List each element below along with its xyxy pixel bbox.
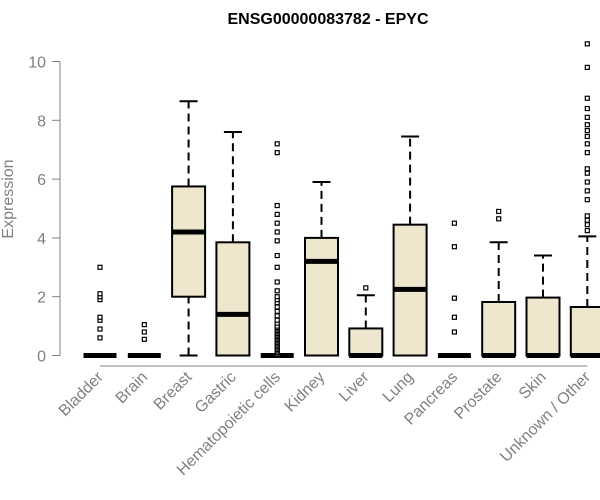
y-tick-label: 10 xyxy=(28,55,46,72)
y-tick-label: 8 xyxy=(37,113,46,130)
x-tick-label: Liver xyxy=(336,368,373,405)
axes-layer: 0 2 4 6 8 10 xyxy=(28,55,588,367)
outlier-point xyxy=(584,64,590,70)
outlier-point xyxy=(363,285,369,291)
outlier-point xyxy=(584,197,590,203)
box-group xyxy=(481,208,517,358)
outlier-point xyxy=(141,336,147,342)
outlier-point xyxy=(584,141,590,147)
boxes-layer xyxy=(83,41,600,358)
outlier-point xyxy=(584,188,590,194)
outlier-point xyxy=(97,291,103,297)
x-tick-label: Bladder xyxy=(56,368,107,419)
outlier-point xyxy=(496,208,502,215)
x-tick-label: Prostate xyxy=(451,369,505,423)
outlier-point xyxy=(274,294,280,300)
outlier-point xyxy=(584,227,590,234)
outlier-point xyxy=(451,295,457,301)
chart-title: ENSG00000083782 - EPYC xyxy=(227,11,428,28)
outlier-point xyxy=(274,141,280,147)
outlier-point xyxy=(274,304,280,310)
box-group xyxy=(392,135,428,357)
outlier-point xyxy=(451,329,457,335)
outlier-point xyxy=(496,216,502,222)
x-tick-label: Kidney xyxy=(282,369,329,416)
outlier-point xyxy=(584,179,590,185)
box-group xyxy=(215,131,251,357)
outlier-point xyxy=(584,222,590,228)
box-group xyxy=(171,100,207,357)
box-group xyxy=(437,220,471,358)
outlier-point xyxy=(584,122,590,128)
box-iqr xyxy=(304,236,339,357)
outlier-point xyxy=(584,217,590,223)
outlier-point xyxy=(141,322,147,328)
outlier-point xyxy=(584,213,590,219)
outlier-point xyxy=(97,326,103,332)
outlier-point xyxy=(274,150,280,156)
outlier-point xyxy=(451,220,457,226)
box-group xyxy=(83,264,117,358)
outlier-point xyxy=(584,170,590,176)
x-tick-label: Lung xyxy=(380,369,417,406)
outlier-point xyxy=(584,133,590,140)
outlier-point xyxy=(274,308,280,314)
outlier-point xyxy=(274,313,280,319)
outlier-point xyxy=(584,95,590,101)
box-group xyxy=(304,181,339,357)
outlier-point xyxy=(584,127,590,134)
outlier-point xyxy=(97,314,103,320)
outlier-point xyxy=(274,202,280,209)
box-iqr xyxy=(171,185,207,298)
outlier-point xyxy=(274,252,280,259)
outlier-point xyxy=(584,166,590,172)
outlier-point xyxy=(274,238,280,244)
y-tick-label: 4 xyxy=(37,231,46,248)
y-tick-label: 2 xyxy=(37,290,46,307)
box-iqr xyxy=(569,305,600,357)
box-group xyxy=(348,285,384,358)
y-tick-label: 6 xyxy=(37,172,46,189)
outlier-point xyxy=(274,211,280,217)
outlier-point xyxy=(97,264,103,270)
x-tick-label: Breast xyxy=(151,368,196,413)
outlier-point xyxy=(141,329,147,335)
y-axis-label: Expression xyxy=(0,159,17,238)
box-iqr xyxy=(215,241,251,357)
box-group xyxy=(525,254,561,358)
x-tick-label: Brain xyxy=(113,369,151,407)
outlier-point xyxy=(451,244,457,250)
box-iqr xyxy=(525,296,561,357)
outlier-point xyxy=(274,264,280,270)
box-group xyxy=(260,141,294,358)
outlier-point xyxy=(274,288,280,294)
outlier-point xyxy=(97,335,103,341)
x-tick-label: Skin xyxy=(516,369,550,403)
box-iqr xyxy=(348,327,384,357)
outlier-point xyxy=(584,105,590,112)
outlier-point xyxy=(274,279,280,285)
box-iqr xyxy=(481,300,517,357)
outlier-point xyxy=(274,317,280,323)
outlier-point xyxy=(584,114,590,120)
outlier-point xyxy=(274,229,280,235)
outlier-point xyxy=(274,220,280,226)
outlier-point xyxy=(584,150,590,156)
box-group xyxy=(127,322,161,358)
outlier-point xyxy=(451,314,457,320)
outlier-point xyxy=(584,41,590,47)
box-group xyxy=(569,41,600,358)
y-tick-label: 0 xyxy=(37,349,46,366)
